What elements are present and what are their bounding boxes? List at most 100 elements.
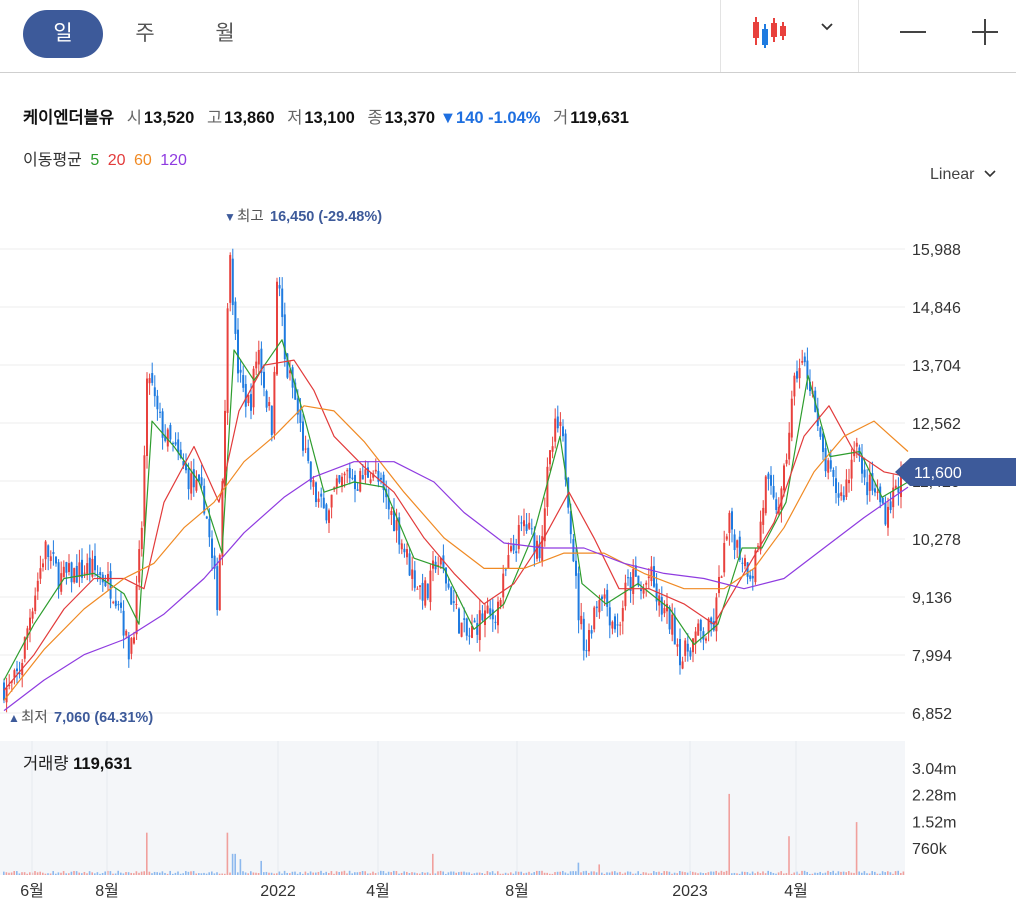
candle-body (403, 548, 406, 553)
volume-bar (268, 872, 270, 875)
volume-bar (606, 872, 608, 875)
low-value: 13,100 (304, 109, 355, 127)
candle-body (751, 575, 754, 579)
candle-body (437, 564, 440, 567)
volume-bar (278, 871, 281, 875)
triangle-down-icon: ▼ (224, 210, 236, 224)
candle-body (731, 511, 733, 530)
price-tick-label: 15,988 (912, 242, 961, 259)
volume-bar (8, 872, 10, 875)
volume-bar (497, 871, 499, 875)
tab-month[interactable]: 월 (215, 22, 235, 45)
volume-bar (265, 871, 268, 875)
time-tick-label: 2022 (260, 883, 296, 900)
volume-bar (590, 871, 593, 875)
candle-body (582, 618, 585, 651)
candle-body (88, 557, 91, 574)
volume-bar (536, 870, 538, 875)
candle-body (424, 580, 427, 606)
volume-bar (86, 873, 88, 875)
volume-bar (811, 873, 814, 875)
candle-body (83, 572, 86, 574)
candle-body (216, 566, 219, 610)
zoom-out-button[interactable] (888, 12, 938, 56)
high-label: 고 (206, 109, 223, 127)
zoom-in-button[interactable] (960, 12, 1010, 56)
candle-body (169, 425, 172, 440)
volume-bar (533, 872, 535, 875)
volume-bar (224, 873, 226, 875)
volume-bar (541, 870, 543, 875)
volume-title-value: 119,631 (73, 755, 132, 773)
volume-bar (822, 873, 824, 875)
volume-bar (627, 871, 629, 875)
volume-bar (437, 871, 439, 875)
volume-bar (848, 871, 850, 875)
candle-body (798, 368, 801, 379)
candle-body (125, 630, 128, 636)
candle-body (707, 618, 710, 634)
volume-bar (637, 871, 639, 875)
volume-bar (75, 871, 78, 875)
tab-day[interactable]: 일 (23, 10, 103, 58)
volume-bar (237, 872, 239, 875)
candle-body (759, 521, 762, 551)
candle-body (234, 301, 237, 334)
candle-body (107, 574, 109, 582)
candle-body (36, 580, 39, 592)
price-tick-label: 10,278 (912, 532, 961, 549)
candle-body (325, 504, 328, 521)
volume-bar (138, 872, 140, 875)
scale-select[interactable]: Linear (930, 166, 997, 184)
volume-bar (666, 871, 668, 875)
volume-bar (62, 871, 65, 875)
candle-body (705, 638, 707, 641)
volume-bar (247, 873, 249, 875)
candle-body (595, 606, 598, 609)
volume-bar (884, 872, 886, 875)
candle-body (276, 281, 278, 375)
volume-bar (47, 873, 49, 875)
candle-body (320, 493, 323, 497)
volume-bar (257, 872, 260, 875)
volume-bar (273, 873, 275, 875)
candle-body (5, 687, 8, 703)
high-marker-value: 16,450 (-29.48%) (270, 209, 382, 225)
volume-bar (172, 873, 174, 875)
moving-average-legend: 이동평균 5 20 60 120 (23, 146, 187, 170)
candle-body (523, 520, 525, 527)
tab-week[interactable]: 주 (135, 22, 155, 45)
candle-body (499, 600, 502, 607)
ma-label: 이동평균 (23, 152, 82, 169)
volume-bar (242, 871, 244, 875)
ma-60: 60 (133, 152, 152, 169)
candle-body (502, 573, 505, 598)
volume-bar (647, 873, 650, 875)
volume-bar (426, 872, 429, 875)
volume-bar (504, 872, 507, 875)
volume-bar (881, 871, 884, 875)
candle-body (640, 589, 642, 592)
volume-bar (304, 871, 307, 875)
volume-bar (205, 873, 208, 875)
candle-body (710, 617, 713, 625)
candle-body (380, 477, 382, 480)
candle-body (289, 370, 291, 374)
candle-body (315, 482, 317, 503)
volume-bar (255, 872, 257, 875)
volume-bar (697, 873, 699, 875)
candle-body (543, 508, 546, 542)
candle-body (832, 469, 835, 477)
candle-body (322, 497, 325, 509)
candle-body (546, 466, 549, 507)
candle-body (762, 507, 765, 525)
candle-body (520, 522, 523, 524)
candle-body (749, 575, 752, 579)
candle-body (785, 459, 788, 464)
time-tick-label: 8월 (95, 882, 119, 900)
candle-body (268, 402, 271, 407)
candle-body (398, 517, 401, 545)
chart-type-selector[interactable] (736, 12, 846, 60)
candle-body (195, 479, 198, 491)
